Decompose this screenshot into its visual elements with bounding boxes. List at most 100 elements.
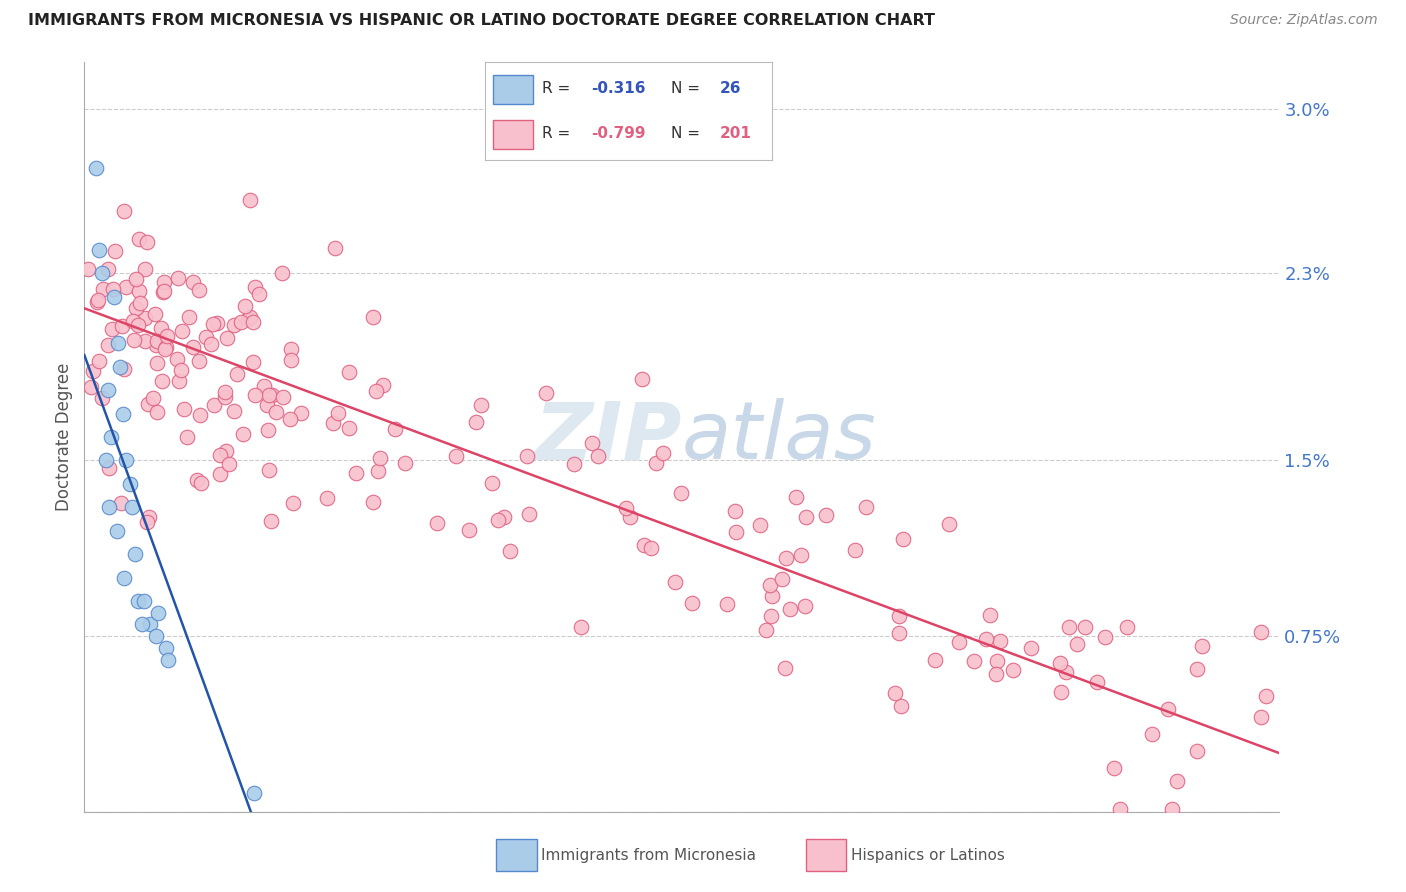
Point xyxy=(280,342,302,356)
Point xyxy=(170,324,193,338)
Point xyxy=(112,362,135,376)
Point xyxy=(652,445,675,459)
Point xyxy=(266,405,288,419)
Text: atlas: atlas xyxy=(682,398,877,476)
Point xyxy=(361,495,384,509)
Point xyxy=(110,359,132,374)
Point xyxy=(368,450,391,465)
Point xyxy=(1187,744,1209,758)
Point xyxy=(232,427,254,442)
Point xyxy=(1250,710,1272,724)
Point xyxy=(166,352,188,367)
Point xyxy=(790,548,813,562)
Point xyxy=(723,504,745,518)
Point xyxy=(1102,761,1125,775)
Point xyxy=(124,547,146,561)
Point xyxy=(794,509,817,524)
Point xyxy=(181,275,204,289)
Point xyxy=(1250,625,1272,640)
Point xyxy=(128,284,150,298)
Point xyxy=(770,573,793,587)
Point xyxy=(1054,665,1077,679)
Point xyxy=(188,283,211,297)
Point xyxy=(581,435,603,450)
Point xyxy=(105,524,128,538)
Point xyxy=(214,390,236,404)
Point xyxy=(121,500,143,515)
Point xyxy=(134,262,156,277)
Point xyxy=(242,355,264,369)
Point xyxy=(242,315,264,329)
Point xyxy=(128,232,150,246)
Point xyxy=(87,293,110,307)
Point xyxy=(644,457,666,471)
Point xyxy=(855,500,877,515)
Point xyxy=(103,282,125,296)
Point xyxy=(1256,689,1278,703)
Point xyxy=(979,607,1001,622)
Point xyxy=(253,379,276,393)
Point xyxy=(112,571,135,585)
Point xyxy=(1050,685,1073,699)
Point xyxy=(103,289,125,303)
Point xyxy=(749,518,772,533)
Point xyxy=(938,516,960,531)
Point xyxy=(127,594,149,608)
Point xyxy=(155,340,177,354)
Point xyxy=(150,375,173,389)
Text: Source: ZipAtlas.com: Source: ZipAtlas.com xyxy=(1230,13,1378,28)
Point xyxy=(82,363,104,377)
Point xyxy=(125,271,148,285)
Point xyxy=(361,310,384,325)
Point xyxy=(1094,630,1116,644)
Point xyxy=(138,510,160,524)
Point xyxy=(367,464,389,478)
Point xyxy=(394,456,416,470)
Point xyxy=(465,416,488,430)
Point xyxy=(325,241,347,255)
Point xyxy=(243,786,266,800)
Point xyxy=(202,398,225,412)
Point xyxy=(243,279,266,293)
Point xyxy=(239,193,262,207)
Point xyxy=(77,261,100,276)
Point xyxy=(963,654,986,668)
Point xyxy=(924,653,946,667)
Point xyxy=(132,594,156,608)
Point xyxy=(633,538,655,552)
Text: IMMIGRANTS FROM MICRONESIA VS HISPANIC OR LATINO DOCTORATE DEGREE CORRELATION CH: IMMIGRANTS FROM MICRONESIA VS HISPANIC O… xyxy=(28,13,935,29)
Point xyxy=(316,491,339,506)
Point xyxy=(153,342,176,356)
Point xyxy=(134,334,156,348)
Point xyxy=(761,609,783,624)
Point xyxy=(290,406,312,420)
Point xyxy=(516,449,538,463)
Point xyxy=(278,412,301,426)
Point xyxy=(458,523,481,537)
Point xyxy=(141,391,163,405)
Point xyxy=(640,541,662,555)
Point xyxy=(257,462,280,476)
Point xyxy=(988,634,1011,648)
Point xyxy=(167,375,190,389)
Point xyxy=(146,356,169,370)
Point xyxy=(444,449,467,463)
Point xyxy=(755,624,778,638)
Point xyxy=(887,625,910,640)
Y-axis label: Doctorate Degree: Doctorate Degree xyxy=(55,363,73,511)
Point xyxy=(218,457,240,471)
Point xyxy=(366,384,388,399)
Point xyxy=(146,334,169,349)
Point xyxy=(260,388,283,402)
Point xyxy=(202,318,225,332)
Point xyxy=(153,284,176,298)
Point xyxy=(101,322,124,336)
Point xyxy=(761,589,783,603)
Point xyxy=(271,266,294,280)
Point xyxy=(91,266,114,280)
Point xyxy=(136,397,159,411)
Point xyxy=(118,476,141,491)
Point xyxy=(1108,802,1130,816)
Point xyxy=(586,449,609,463)
Point xyxy=(224,318,246,333)
